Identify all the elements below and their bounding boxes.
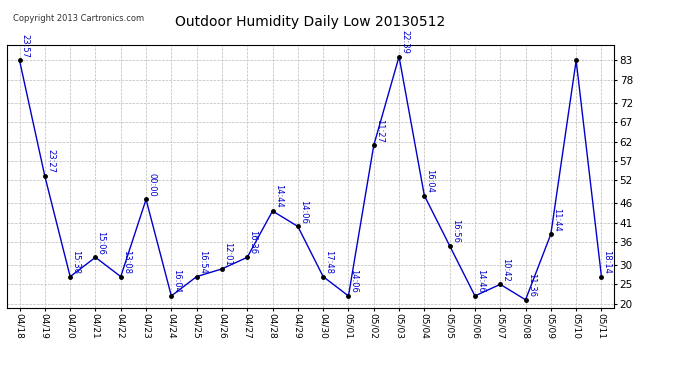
Text: 14:06: 14:06 — [299, 200, 308, 223]
Text: 13:08: 13:08 — [122, 250, 131, 274]
Text: 18:14: 18:14 — [602, 250, 611, 274]
Text: 17:48: 17:48 — [324, 250, 333, 274]
Text: 23:27: 23:27 — [46, 150, 55, 174]
Text: Copyright 2013 Cartronics.com: Copyright 2013 Cartronics.com — [13, 13, 144, 22]
Text: 14:06: 14:06 — [350, 269, 359, 293]
Text: 16:04: 16:04 — [426, 169, 435, 193]
Text: 10:42: 10:42 — [502, 258, 511, 282]
Text: 15:06: 15:06 — [97, 231, 106, 255]
Text: 22:39: 22:39 — [400, 30, 409, 54]
Text: 12:01: 12:01 — [223, 242, 232, 266]
Text: 11:27: 11:27 — [375, 119, 384, 142]
Text: 23:57: 23:57 — [21, 34, 30, 58]
Text: 15:38: 15:38 — [71, 250, 80, 274]
Text: 14:44: 14:44 — [274, 184, 283, 208]
Text: 11:36: 11:36 — [526, 273, 535, 297]
Text: 14:46: 14:46 — [476, 269, 485, 293]
Text: 00:00: 00:00 — [147, 173, 156, 196]
Text: Outdoor Humidity Daily Low 20130512: Outdoor Humidity Daily Low 20130512 — [175, 15, 446, 29]
Text: 16:54: 16:54 — [198, 250, 207, 274]
Text: 16:56: 16:56 — [451, 219, 460, 243]
Text: Humidity  (%): Humidity (%) — [562, 33, 638, 42]
Text: 11:44: 11:44 — [552, 208, 561, 231]
Text: 16:36: 16:36 — [248, 230, 257, 255]
Text: 16:04: 16:04 — [172, 269, 181, 293]
